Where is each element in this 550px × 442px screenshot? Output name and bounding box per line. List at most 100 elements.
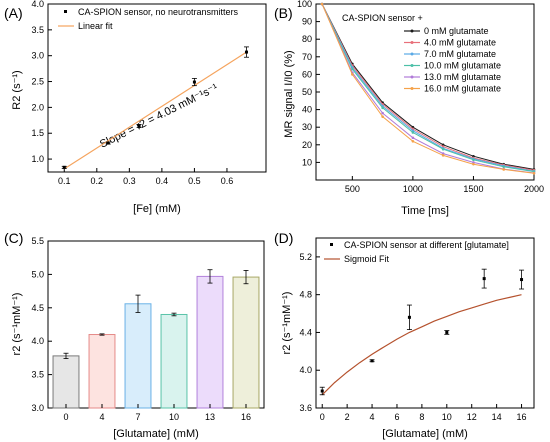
- panel-a-data-point: [244, 50, 248, 54]
- panel-a-data-point: [106, 141, 110, 145]
- panel-b-y-tick-label: 40: [302, 105, 312, 115]
- panel-c-x-tick-label: 16: [241, 412, 251, 422]
- panel-d-x-tick-label: 2: [345, 412, 350, 422]
- panel-b-data-point: [441, 154, 445, 157]
- panel-b-y-tick-label: 80: [302, 34, 312, 44]
- panel-c-bar: [196, 275, 224, 409]
- panel-b-legend-dot: [410, 52, 414, 56]
- panel-a-y-tick-label: 3.0: [31, 51, 44, 61]
- panel-d-y-tick-label: 3.6: [299, 403, 312, 413]
- panel-b-y-tick-label: 30: [302, 122, 312, 132]
- panel-d-legend-marker-points: [330, 243, 333, 246]
- panel-b-legend-label: 16.0 mM glutamate: [424, 84, 501, 94]
- panel-c-y-tick-label: 4.0: [31, 336, 44, 346]
- panel-a-legend-label: Linear fit: [78, 21, 113, 31]
- panel-d-y-tick-label: 4.8: [299, 290, 312, 300]
- panel-d-legend-label: CA-SPION sensor at different [glutamate]: [344, 240, 509, 250]
- panel-a-plot-frame: [47, 3, 267, 173]
- panel-a-y-tick-label: 1.0: [31, 154, 44, 164]
- panel-c-plot-frame: [47, 240, 265, 409]
- panel-d-x-tick-label: 8: [419, 412, 424, 422]
- panel-b-y-tick-label: 10: [302, 157, 312, 167]
- panel-b-legend-label: 10.0 mM glutamate: [424, 61, 501, 71]
- panel-d-y-tick-label: 5.2: [299, 252, 312, 262]
- panel-a-x-tick-label: 0.3: [123, 176, 136, 186]
- panel-a-y-tick-label: 4.0: [31, 0, 44, 9]
- panel-b-data-point: [351, 73, 354, 76]
- panel-b-y-tick-label: 70: [302, 52, 312, 62]
- panel-d-data-point: [520, 278, 524, 282]
- panel-c-chart: [Glutamate] (mM) r2 (s⁻¹mM⁻¹) 3.0 3.5 4.0 4…: [11, 236, 265, 440]
- panel-c-bar: [124, 303, 152, 409]
- panel-b-series-line: [321, 3, 535, 170]
- panel-label-a: (A): [4, 5, 23, 21]
- panel-b-data-point: [472, 158, 475, 162]
- panel-b-data-point: [441, 147, 445, 151]
- panel-d-x-tick-label: 16: [517, 412, 527, 422]
- panel-d-x-tick-label: 6: [394, 412, 399, 422]
- panel-c-x-tick-label: 4: [99, 412, 104, 422]
- panel-d-x-tick-label: 4: [370, 412, 375, 422]
- panel-a-data-point: [192, 80, 196, 84]
- panel-b-data-point: [502, 168, 506, 171]
- panel-b-x-tick-label: 1500: [463, 184, 483, 194]
- panel-c-x-tick-label: 0: [63, 412, 68, 422]
- panel-b-x-tick-label: 500: [345, 184, 360, 194]
- panel-d-xlabel: [Glutamate] (mM): [382, 428, 468, 440]
- panel-b-data-point: [532, 172, 536, 175]
- panel-b-series-line: [321, 3, 535, 173]
- panel-c-y-tick-label: 5.0: [31, 269, 44, 279]
- panel-d-data-point: [445, 330, 449, 334]
- panel-a-linear-fit-line: [63, 51, 247, 170]
- panel-a-slope-annotation: Slope = r2 = 4.03 mM⁻¹s⁻¹: [98, 82, 220, 151]
- panel-d-data-point: [320, 389, 324, 393]
- panel-a-data-point: [137, 124, 141, 128]
- panel-a-x-tick-label: 0.6: [221, 176, 234, 186]
- panel-a-x-tick-label: 0.1: [58, 176, 71, 186]
- panel-a-y-tick-label: 2.5: [31, 77, 44, 87]
- panel-b-data-point: [381, 111, 384, 115]
- panel-d-data-point: [407, 315, 411, 319]
- panel-a-x-tick-label: 0.5: [188, 176, 201, 186]
- panel-b-legend-label: 13.0 mM glutamate: [424, 72, 501, 82]
- panel-b-series-line: [321, 3, 535, 171]
- panel-b-x-tick-label: 1000: [403, 184, 423, 194]
- panel-c-bar: [160, 313, 188, 409]
- panel-b-data-point: [411, 139, 415, 143]
- panel-a-y-tick-label: 3.5: [31, 25, 44, 35]
- panel-d-x-tick-label: 12: [467, 412, 477, 422]
- panel-a-y-tick-label: 1.5: [31, 128, 44, 138]
- panel-a-legend-label: CA-SPION sensor, no neurotransmitters: [78, 7, 239, 17]
- panel-label-c: (C): [4, 230, 23, 246]
- panel-b-legend-dot: [410, 87, 414, 90]
- panel-d-data-point: [482, 277, 486, 281]
- panel-d-plot-frame: [315, 237, 535, 409]
- panel-label-b: (B): [274, 5, 293, 21]
- panel-b-series-line: [321, 3, 535, 174]
- panel-a-y-tick-label: 2.0: [31, 102, 44, 112]
- panel-c-bar: [232, 276, 260, 409]
- panel-c-x-tick-label: 7: [135, 412, 140, 422]
- panel-d-x-tick-label: 0: [320, 412, 325, 422]
- panel-b-data-point: [411, 136, 415, 140]
- panel-b-chart: Time [ms] MR signal I/I0 (%) CA-SPION se…: [283, 0, 544, 217]
- panel-b-legend-dot: [410, 29, 414, 33]
- panel-c-bar: [88, 334, 116, 409]
- panel-c-xlabel: [Glutamate] (mM): [113, 428, 199, 440]
- panel-label-d: (D): [274, 230, 293, 246]
- panel-b-y-tick-label: 60: [302, 69, 312, 79]
- panel-b-data-point: [381, 115, 384, 118]
- panel-b-data-point: [502, 165, 506, 169]
- panel-d-x-tick-label: 10: [442, 412, 452, 422]
- panel-b-legend-label: 7.0 mM glutamate: [424, 49, 496, 59]
- panel-d-x-tick-label: 14: [492, 412, 502, 422]
- panel-c-y-tick-label: 4.5: [31, 303, 44, 313]
- panel-a-x-tick-label: 0.2: [91, 176, 104, 186]
- panel-b-data-point: [472, 162, 475, 166]
- panel-c-ylabel: r2 (s⁻¹mM⁻¹): [11, 293, 23, 356]
- panel-c-x-tick-label: 10: [169, 412, 179, 422]
- panel-b-y-tick-label: 90: [302, 17, 312, 27]
- panel-b-data-point: [411, 131, 415, 134]
- panel-d-sigmoid-fit-line: [321, 294, 522, 396]
- panel-c-x-tick-label: 13: [205, 412, 215, 422]
